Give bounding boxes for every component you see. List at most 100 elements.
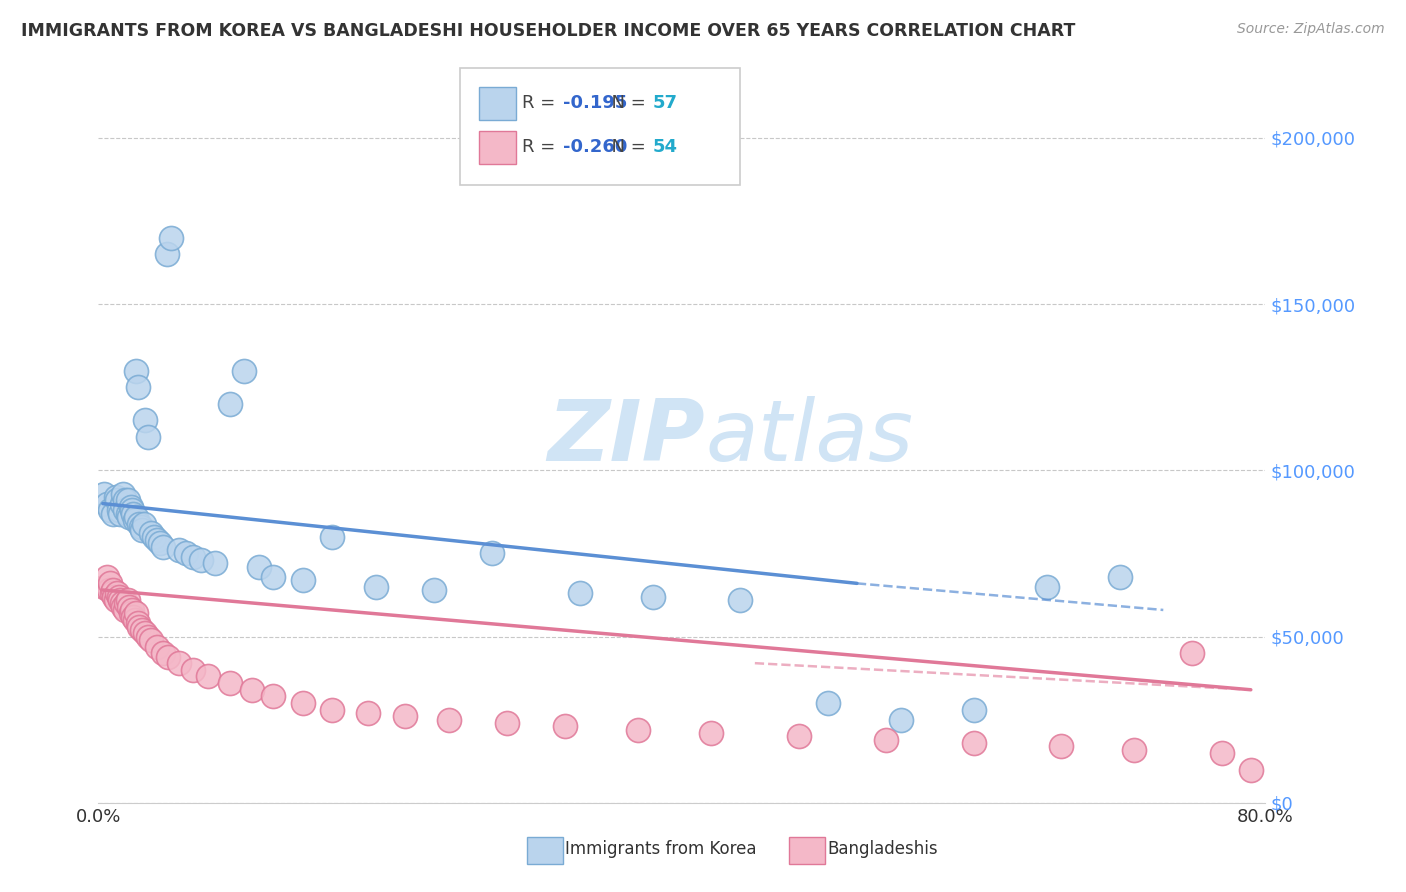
Text: R =: R = <box>522 137 561 156</box>
Point <box>568 586 591 600</box>
Point <box>139 632 162 647</box>
Point <box>127 616 149 631</box>
Point <box>321 703 343 717</box>
Point <box>364 580 387 594</box>
Point <box>118 599 141 614</box>
Point <box>117 493 139 508</box>
Point <box>554 719 576 733</box>
Point <box>627 723 650 737</box>
Point <box>262 690 284 704</box>
Point <box>104 593 127 607</box>
Point <box>101 507 124 521</box>
Point <box>641 590 664 604</box>
Point <box>160 230 183 244</box>
Point <box>190 553 212 567</box>
Point <box>1050 739 1073 754</box>
Point <box>121 603 143 617</box>
Point <box>167 543 190 558</box>
Point <box>108 503 131 517</box>
Point <box>1181 646 1204 660</box>
Point <box>181 663 204 677</box>
Point <box>98 576 121 591</box>
Point <box>125 607 148 621</box>
Point <box>114 493 136 508</box>
Text: Bangladeshis: Bangladeshis <box>828 840 938 858</box>
Point <box>93 580 115 594</box>
Point <box>218 676 240 690</box>
Point <box>111 596 134 610</box>
Text: 57: 57 <box>652 94 678 112</box>
Point <box>1035 580 1057 594</box>
Point <box>357 706 380 720</box>
Point <box>132 516 155 531</box>
Point <box>111 497 134 511</box>
Point <box>98 503 121 517</box>
Point <box>1240 763 1263 777</box>
Point <box>128 619 150 633</box>
Point <box>115 596 138 610</box>
Point <box>96 570 118 584</box>
Point <box>890 713 912 727</box>
Point <box>496 716 519 731</box>
Text: atlas: atlas <box>706 395 914 479</box>
Point <box>181 549 204 564</box>
Point <box>167 656 190 670</box>
Point <box>149 536 172 550</box>
Point <box>817 696 839 710</box>
Text: Immigrants from Korea: Immigrants from Korea <box>565 840 756 858</box>
Text: -0.195: -0.195 <box>562 94 627 112</box>
Point <box>114 603 136 617</box>
Point <box>125 363 148 377</box>
Point <box>1108 570 1130 584</box>
Point <box>125 509 148 524</box>
Point <box>233 363 256 377</box>
FancyBboxPatch shape <box>527 838 562 863</box>
Point <box>104 490 127 504</box>
FancyBboxPatch shape <box>460 68 741 185</box>
Point <box>481 546 503 560</box>
Point <box>110 593 132 607</box>
Point <box>174 546 197 560</box>
Point <box>131 623 153 637</box>
Text: R =: R = <box>522 94 561 112</box>
Point <box>105 586 128 600</box>
Point <box>129 520 152 534</box>
Text: N =: N = <box>600 137 652 156</box>
Point <box>136 430 159 444</box>
FancyBboxPatch shape <box>479 130 516 164</box>
Point <box>787 729 810 743</box>
Point <box>110 507 132 521</box>
Point <box>124 613 146 627</box>
Point <box>122 609 145 624</box>
Point <box>118 509 141 524</box>
Point <box>112 486 135 500</box>
Point <box>96 497 118 511</box>
Point <box>247 559 270 574</box>
Point <box>962 736 984 750</box>
Point <box>105 493 128 508</box>
Point <box>157 649 180 664</box>
Text: -0.260: -0.260 <box>562 137 627 156</box>
Point <box>437 713 460 727</box>
Point <box>117 593 139 607</box>
Point <box>124 513 146 527</box>
Point <box>423 582 446 597</box>
Point <box>139 526 162 541</box>
Point <box>128 516 150 531</box>
Point <box>136 630 159 644</box>
Text: ZIP: ZIP <box>547 395 706 479</box>
Point <box>156 247 179 261</box>
Point <box>108 590 131 604</box>
Point <box>101 582 124 597</box>
Point <box>262 570 284 584</box>
Point <box>122 507 145 521</box>
Point <box>700 726 723 740</box>
Point <box>152 646 174 660</box>
Point <box>240 682 263 697</box>
Point <box>152 540 174 554</box>
Text: IMMIGRANTS FROM KOREA VS BANGLADESHI HOUSEHOLDER INCOME OVER 65 YEARS CORRELATIO: IMMIGRANTS FROM KOREA VS BANGLADESHI HOU… <box>21 22 1076 40</box>
Text: N =: N = <box>600 94 652 112</box>
Point <box>875 732 897 747</box>
Point <box>100 586 122 600</box>
Point <box>204 557 226 571</box>
